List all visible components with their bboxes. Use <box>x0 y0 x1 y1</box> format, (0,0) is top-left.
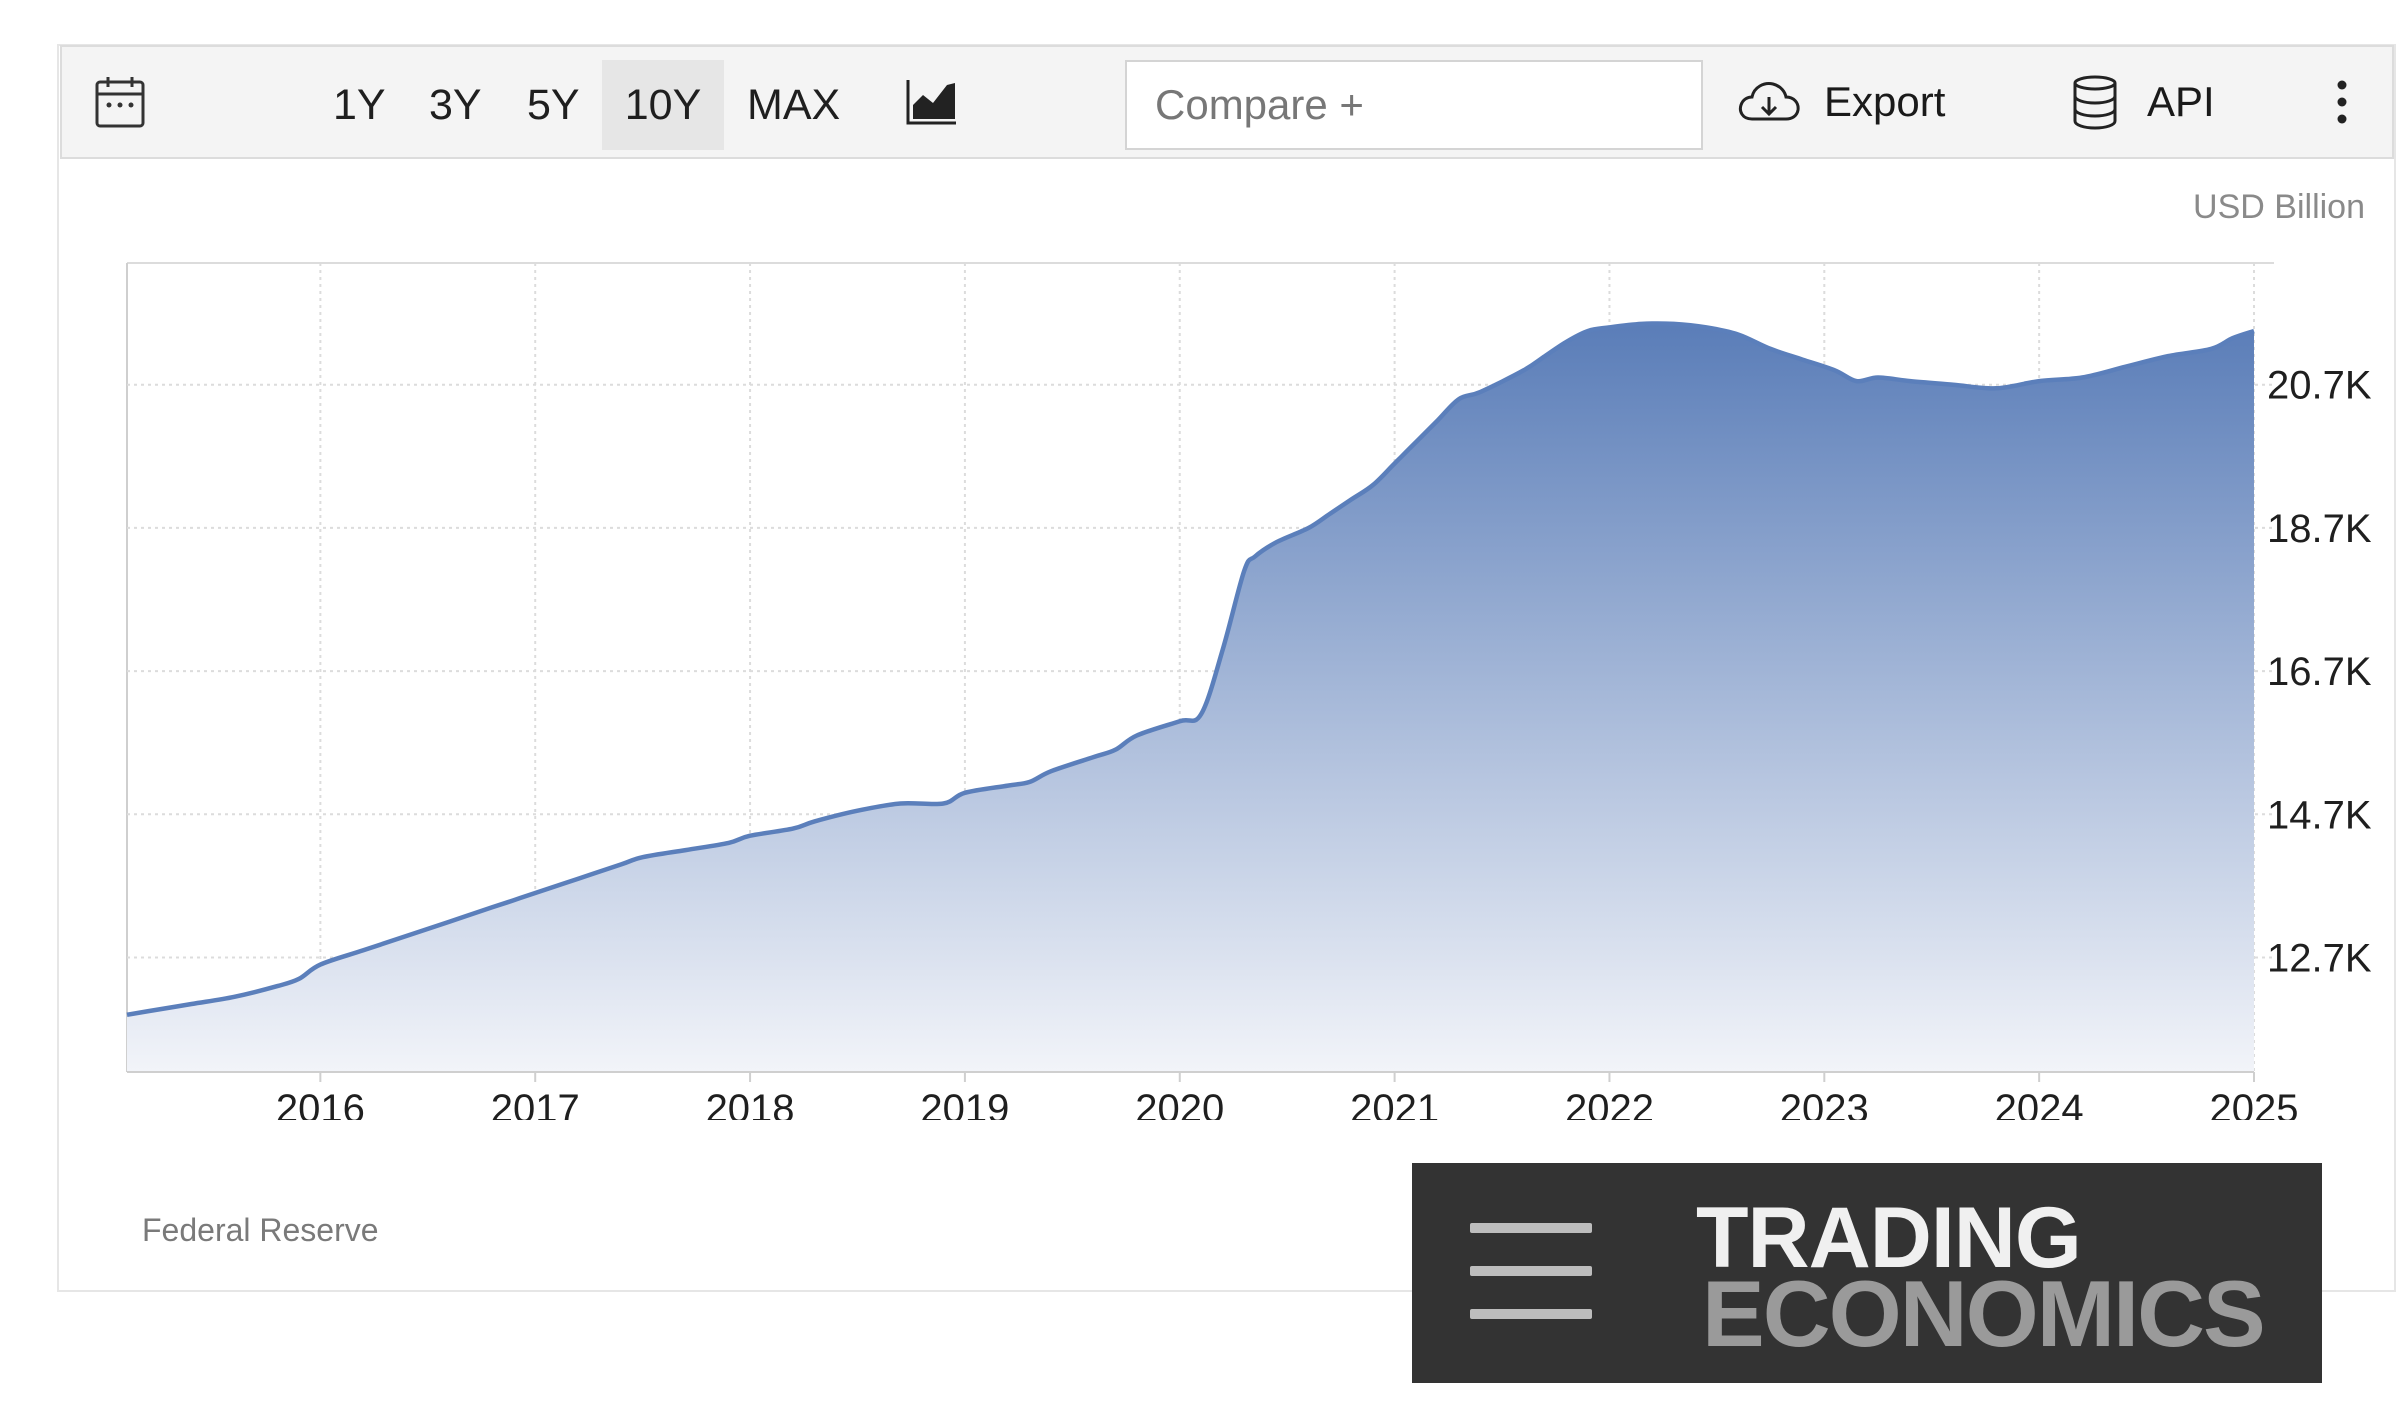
export-label: Export <box>1824 78 1946 125</box>
range-button-1y[interactable]: 1Y <box>333 80 386 129</box>
y-tick-label: 18.7K <box>2267 507 2372 551</box>
range-button-10y[interactable]: 10Y <box>602 60 724 150</box>
x-tick-label: 2025 <box>2210 1087 2299 1120</box>
x-tick-label: 2021 <box>1350 1087 1439 1120</box>
x-tick-label: 2016 <box>276 1087 365 1120</box>
y-tick-label: 12.7K <box>2267 936 2372 980</box>
x-tick-label: 2020 <box>1135 1087 1224 1120</box>
compare-input[interactable]: Compare + <box>1125 60 1703 150</box>
menu-icon-bar <box>1470 1223 1592 1233</box>
export-button[interactable]: Export <box>1736 47 1945 157</box>
x-tick-label: 2018 <box>706 1087 795 1120</box>
x-tick-label: 2022 <box>1565 1087 1654 1120</box>
api-label: API <box>2147 78 2215 125</box>
y-tick-label: 14.7K <box>2267 793 2372 837</box>
range-button-5y[interactable]: 5Y <box>527 80 580 129</box>
more-vertical-icon[interactable] <box>2336 47 2392 157</box>
y-tick-label: 20.7K <box>2267 364 2372 408</box>
x-tick-label: 2023 <box>1780 1087 1869 1120</box>
chart-plot: 12.7K 14.7K 16.7K 18.7K 20.7K 2016 2017 2018 201… <box>126 262 2372 1120</box>
x-tick-label: 2024 <box>1995 1087 2084 1120</box>
x-tick-label: 2017 <box>491 1087 580 1120</box>
series-line <box>126 321 2255 1017</box>
trading-economics-logo: TRADING ECONOMICS <box>1412 1163 2322 1383</box>
chart-toolbar: 1Y 3Y 5Y 10Y MAX Compare + Export <box>60 45 2394 159</box>
y-tick-label: 16.7K <box>2267 650 2372 694</box>
logo-line-economics: ECONOMICS <box>1702 1261 2266 1366</box>
unit-label: USD Billion <box>2193 188 2365 226</box>
cloud-download-icon <box>1736 79 1802 125</box>
range-button-3y[interactable]: 3Y <box>429 80 482 129</box>
api-button[interactable]: API <box>2071 47 2215 157</box>
calendar-icon[interactable] <box>94 47 146 157</box>
series-area-fill <box>127 323 2254 1073</box>
menu-icon-bar <box>1470 1266 1592 1276</box>
range-button-max[interactable]: MAX <box>747 80 841 129</box>
x-tick-label: 2019 <box>920 1087 1009 1120</box>
area-chart-icon[interactable] <box>905 47 959 157</box>
menu-icon-bar <box>1470 1309 1592 1319</box>
logo-line-trading: TRADING <box>1696 1190 2082 1286</box>
database-icon <box>2071 74 2119 130</box>
source-label: Federal Reserve <box>142 1212 379 1248</box>
